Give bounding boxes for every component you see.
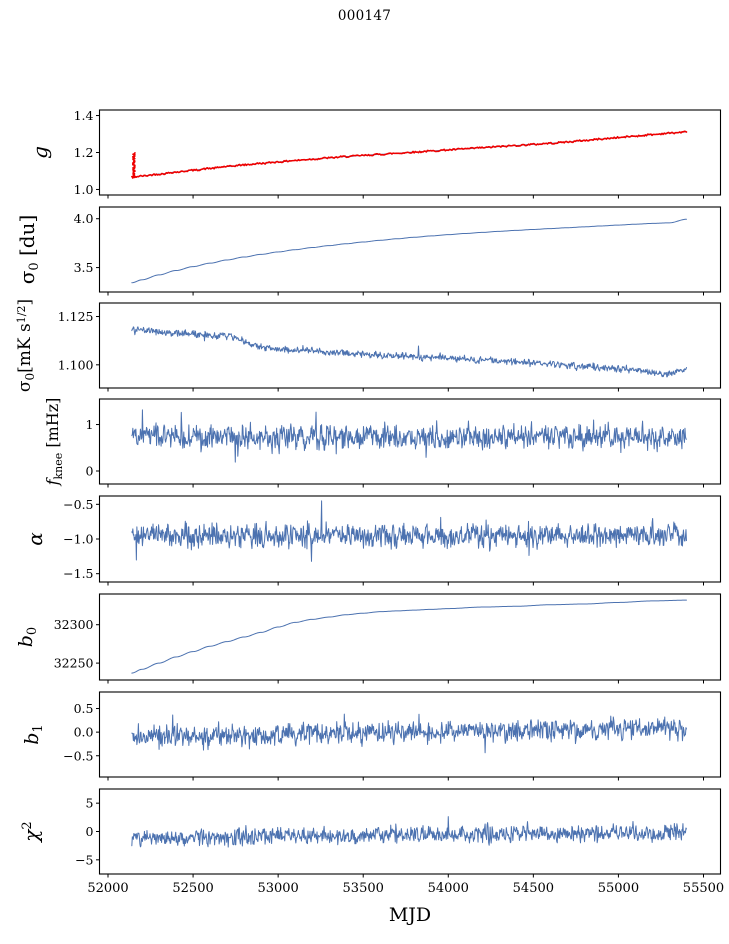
ytick-label-chi2-0: −5 bbox=[75, 852, 93, 867]
ytick-label-fknee-1: 1 bbox=[86, 417, 94, 432]
ytick-label-sigma0_du-1: 4.0 bbox=[74, 211, 94, 226]
series-fknee bbox=[131, 409, 687, 463]
xtick-label-3: 53500 bbox=[343, 881, 384, 896]
ylabel-alpha: α bbox=[23, 532, 47, 546]
panel-gain: 1.0 1.2 1.4 g bbox=[28, 108, 722, 199]
series-b1 bbox=[131, 713, 687, 754]
ylabel-sigma0_mk: σ0[mK s1/2] bbox=[15, 299, 37, 392]
xtick-label-0: 52000 bbox=[87, 881, 128, 896]
panel-b1: −0.5 0.0 0.5 b1 bbox=[21, 691, 722, 781]
panel-background-sigma0_du bbox=[99, 207, 721, 292]
ytick-label-b0-1: 32300 bbox=[54, 617, 94, 632]
ytick-label-gain-0: 1.0 bbox=[74, 182, 94, 197]
ylabel-gain: g bbox=[28, 146, 52, 159]
panel-b0: 32250 32300 b0 bbox=[15, 593, 722, 684]
ytick-label-chi2-1: 0 bbox=[86, 824, 94, 839]
xtick-label-2: 53000 bbox=[257, 881, 298, 896]
ytick-label-sigma0_mk-1: 1.125 bbox=[58, 309, 94, 324]
panel-background-fknee bbox=[99, 399, 721, 484]
series-chi2 bbox=[131, 816, 687, 848]
ylabel-fknee: fknee [mHz] bbox=[43, 398, 65, 487]
ytick-label-b1-2: 0.5 bbox=[74, 701, 94, 716]
panel-fknee: 0 1 fknee [mHz] bbox=[43, 398, 722, 488]
ylabel-chi2: χ2 bbox=[19, 821, 43, 843]
panel-chi2: −5 0 5 52000 52500 53000 53500 54000 54500 55000 5… bbox=[19, 788, 724, 896]
xtick-label-6: 55000 bbox=[598, 881, 639, 896]
ytick-label-alpha-0: −0.5 bbox=[63, 497, 93, 512]
ylabel-b1: b1 bbox=[21, 724, 46, 744]
gain-spike bbox=[131, 152, 136, 179]
ytick-label-b0-0: 32250 bbox=[54, 656, 94, 671]
panel-frame-sigma0_du bbox=[98, 206, 722, 293]
panel-background-b1 bbox=[99, 692, 721, 777]
panel-frame-fknee bbox=[98, 398, 722, 485]
series-alpha bbox=[131, 500, 687, 562]
xtick-label-5: 54500 bbox=[513, 881, 554, 896]
ytick-label-sigma0_mk-0: 1.100 bbox=[58, 357, 94, 372]
panel-frame-sigma0_mk bbox=[98, 302, 722, 389]
panel-sigma0_du: 3.5 4.0 σ0 [du] bbox=[15, 206, 722, 296]
ylabel-b0: b0 bbox=[15, 627, 40, 647]
ytick-label-gain-1: 1.2 bbox=[74, 145, 94, 160]
panel-sigma0_mk: 1.100 1.125 σ0[mK s1/2] bbox=[15, 299, 722, 392]
ytick-label-b1-0: −0.5 bbox=[63, 748, 93, 763]
ytick-label-sigma0_du-0: 3.5 bbox=[74, 260, 94, 275]
ytick-label-alpha-1: −1.0 bbox=[63, 532, 93, 547]
xtick-label-1: 52500 bbox=[172, 881, 213, 896]
series-sigma0-mk bbox=[131, 326, 687, 378]
ylabel-sigma0_du: σ0 [du] bbox=[15, 215, 42, 285]
series-sigma0-du bbox=[131, 218, 687, 284]
xtick-label-4: 54000 bbox=[428, 881, 469, 896]
panel-background-sigma0_mk bbox=[99, 303, 721, 388]
figure-title: 000147 bbox=[337, 8, 392, 24]
xtick-label-7: 55500 bbox=[683, 881, 724, 896]
ytick-label-b1-1: 0.0 bbox=[74, 725, 94, 740]
panel-frame-b0 bbox=[98, 593, 722, 681]
xaxis-title: MJD bbox=[389, 904, 431, 926]
ytick-label-alpha-2: −1.5 bbox=[63, 566, 93, 581]
ytick-label-fknee-0: 0 bbox=[86, 463, 94, 478]
panel-frame-b1 bbox=[98, 691, 722, 778]
ytick-label-gain-2: 1.4 bbox=[74, 108, 94, 123]
ytick-label-chi2-2: 5 bbox=[86, 796, 94, 811]
series-gain-data bbox=[131, 130, 688, 178]
series-b0 bbox=[131, 599, 687, 674]
panel-background-b0 bbox=[99, 594, 721, 680]
panel-alpha: −0.5 −1.0 −1.5 α bbox=[23, 495, 722, 586]
